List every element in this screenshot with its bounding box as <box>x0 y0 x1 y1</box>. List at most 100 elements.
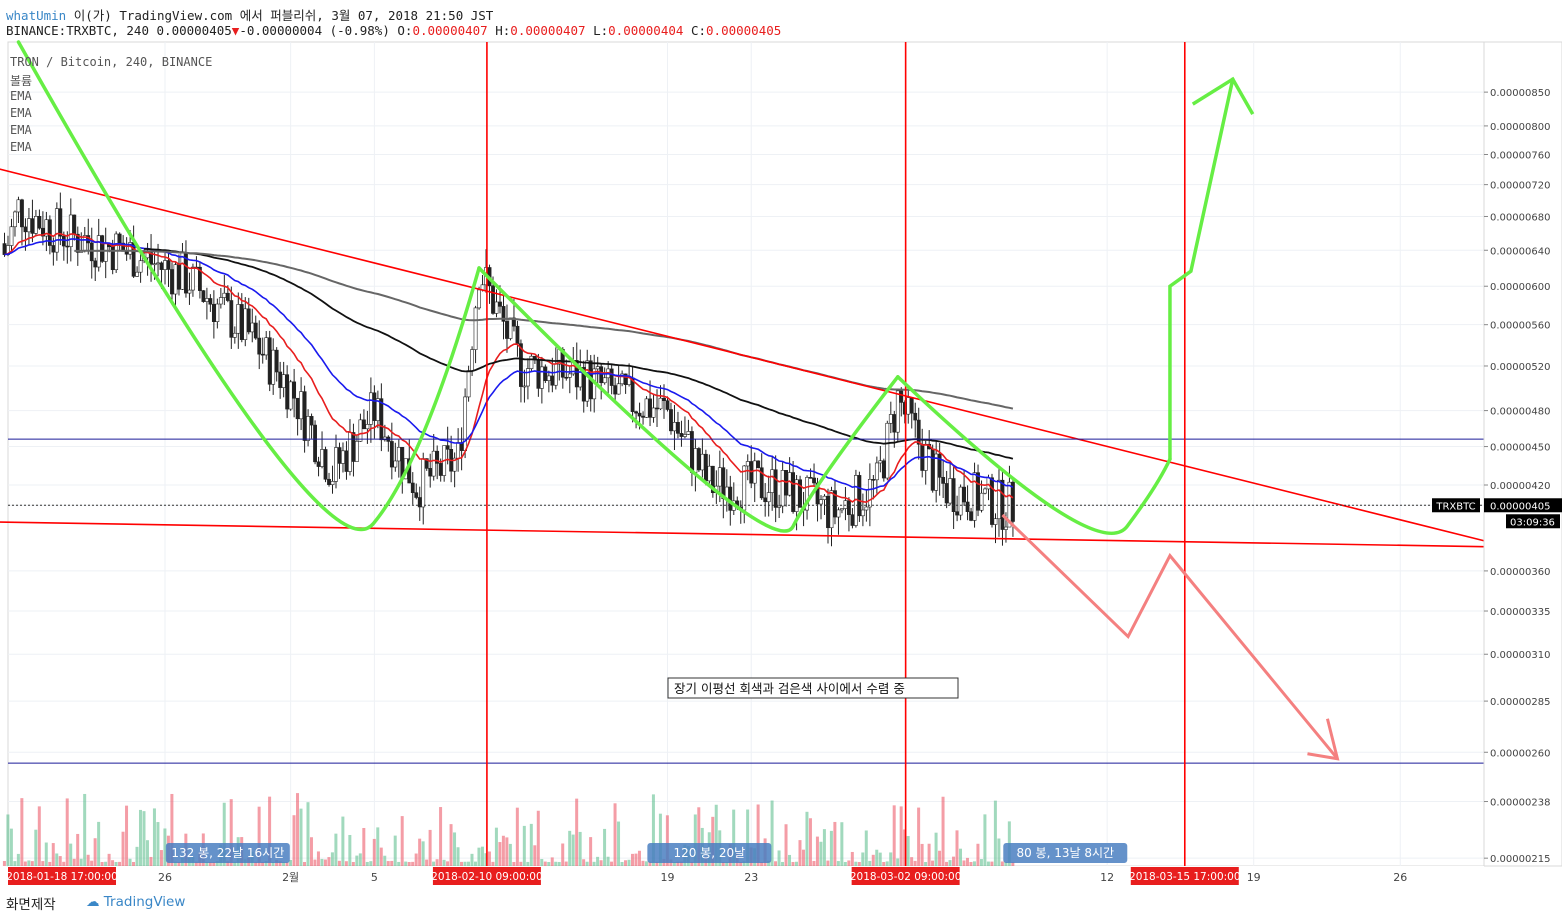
y-tick-label: 0.00000520 <box>1490 362 1550 373</box>
candle-body <box>913 412 918 421</box>
candle-body <box>508 317 513 339</box>
candle-body <box>253 322 258 339</box>
y-tick-label: 0.00000720 <box>1490 181 1550 192</box>
volume-bar <box>55 853 59 866</box>
volume-bar <box>302 861 306 866</box>
legend-item[interactable]: EMA <box>10 106 32 120</box>
ohlc-line: BINANCE:TRXBTC, 240 0.00000405▼-0.000000… <box>6 23 781 38</box>
candle-body <box>976 472 980 511</box>
volume-bar <box>393 835 397 866</box>
candle-body <box>899 390 904 403</box>
candle-body <box>396 447 401 462</box>
candle-body <box>965 501 970 512</box>
candle-body <box>435 450 440 464</box>
volume-bar <box>557 861 561 866</box>
volume-bar <box>34 829 38 866</box>
plot-area <box>7 41 1485 867</box>
volume-bar <box>519 861 523 866</box>
volume-bar <box>568 830 572 866</box>
volume-bar <box>871 854 875 866</box>
author-link[interactable]: whatUmin <box>6 8 67 23</box>
x-tick-label: 26 <box>158 871 172 884</box>
candle-body <box>874 462 879 481</box>
y-tick-label: 0.00000260 <box>1490 748 1550 759</box>
candle-body <box>379 398 384 441</box>
volume-bar <box>760 861 764 866</box>
volume-bar <box>114 862 118 866</box>
candle-body <box>365 424 370 430</box>
date-marker-badge <box>1130 867 1239 885</box>
candle-body <box>30 218 35 234</box>
candle-body <box>466 370 471 398</box>
volume-bar <box>540 858 544 866</box>
volume-bar <box>592 861 596 866</box>
candle-body <box>962 486 966 503</box>
candle-body <box>951 478 956 512</box>
legend-item[interactable]: EMA <box>10 89 32 103</box>
candle-body <box>337 447 342 464</box>
countdown-text: 03:09:36 <box>1510 517 1555 528</box>
volume-bar <box>526 861 530 866</box>
volume-bar <box>986 861 990 866</box>
y-tick-label: 0.00000238 <box>1490 798 1550 809</box>
tradingview-logo[interactable]: ☁ TradingView <box>86 894 185 910</box>
candle-body <box>808 477 813 479</box>
volume-bar <box>83 793 87 866</box>
volume-bar <box>564 861 568 866</box>
volume-bar <box>889 852 893 866</box>
volume-bar <box>173 861 177 866</box>
range-label: 132 봉, 22날 16시간 <box>171 846 284 860</box>
candle-body <box>9 226 14 246</box>
candle-body <box>564 376 569 379</box>
volume-bar <box>348 834 352 866</box>
candle-body <box>662 397 666 401</box>
volume-bar <box>924 861 928 866</box>
candle-body <box>306 416 310 441</box>
annotation-box <box>667 677 959 699</box>
legend-item[interactable]: 볼륨 <box>10 74 33 88</box>
candle-body <box>163 260 167 270</box>
candle-body <box>637 412 642 417</box>
x-tick-label: 12 <box>1100 871 1114 884</box>
volume-bar <box>644 861 648 866</box>
candle-body <box>770 469 775 493</box>
candle-body <box>16 199 21 213</box>
ohlc-key: L: <box>593 23 609 38</box>
candle-body <box>177 264 181 290</box>
candle-body <box>239 304 244 340</box>
candle-body <box>445 445 450 450</box>
volume-bar <box>829 830 833 866</box>
volume-bar <box>854 861 858 866</box>
legend-item[interactable]: EMA <box>10 140 32 154</box>
candle-body <box>243 308 248 340</box>
volume-bar <box>177 861 181 866</box>
candle-body <box>895 390 900 433</box>
legend-item[interactable]: EMA <box>10 123 32 137</box>
date-marker-text: 2018-01-18 17:00:00 <box>6 871 118 883</box>
volume-bar <box>969 861 973 866</box>
candle-body <box>885 422 890 479</box>
volume-bar <box>794 861 798 866</box>
down-arrow-icon: ▼ <box>231 23 240 38</box>
x-tick-label: 19 <box>1247 871 1261 884</box>
volume-bar <box>801 849 805 866</box>
volume-bar <box>460 861 464 866</box>
range-label-box <box>647 843 772 863</box>
candle-body <box>616 383 621 395</box>
ohlc-key: C: <box>690 23 707 38</box>
volume-bar <box>135 846 139 866</box>
candle-body <box>983 488 987 494</box>
candle-body <box>641 415 645 418</box>
candle-body <box>881 460 886 479</box>
brand-name: TradingView <box>103 894 186 910</box>
volume-bar <box>952 856 956 866</box>
volume-bar <box>425 859 429 866</box>
volume-bar <box>997 838 1001 866</box>
volume-bar <box>1004 861 1008 866</box>
candle-body <box>424 458 429 469</box>
candle-body <box>819 499 823 505</box>
candle-body <box>103 243 108 262</box>
candle-body <box>860 509 865 517</box>
candle-body <box>840 508 844 511</box>
